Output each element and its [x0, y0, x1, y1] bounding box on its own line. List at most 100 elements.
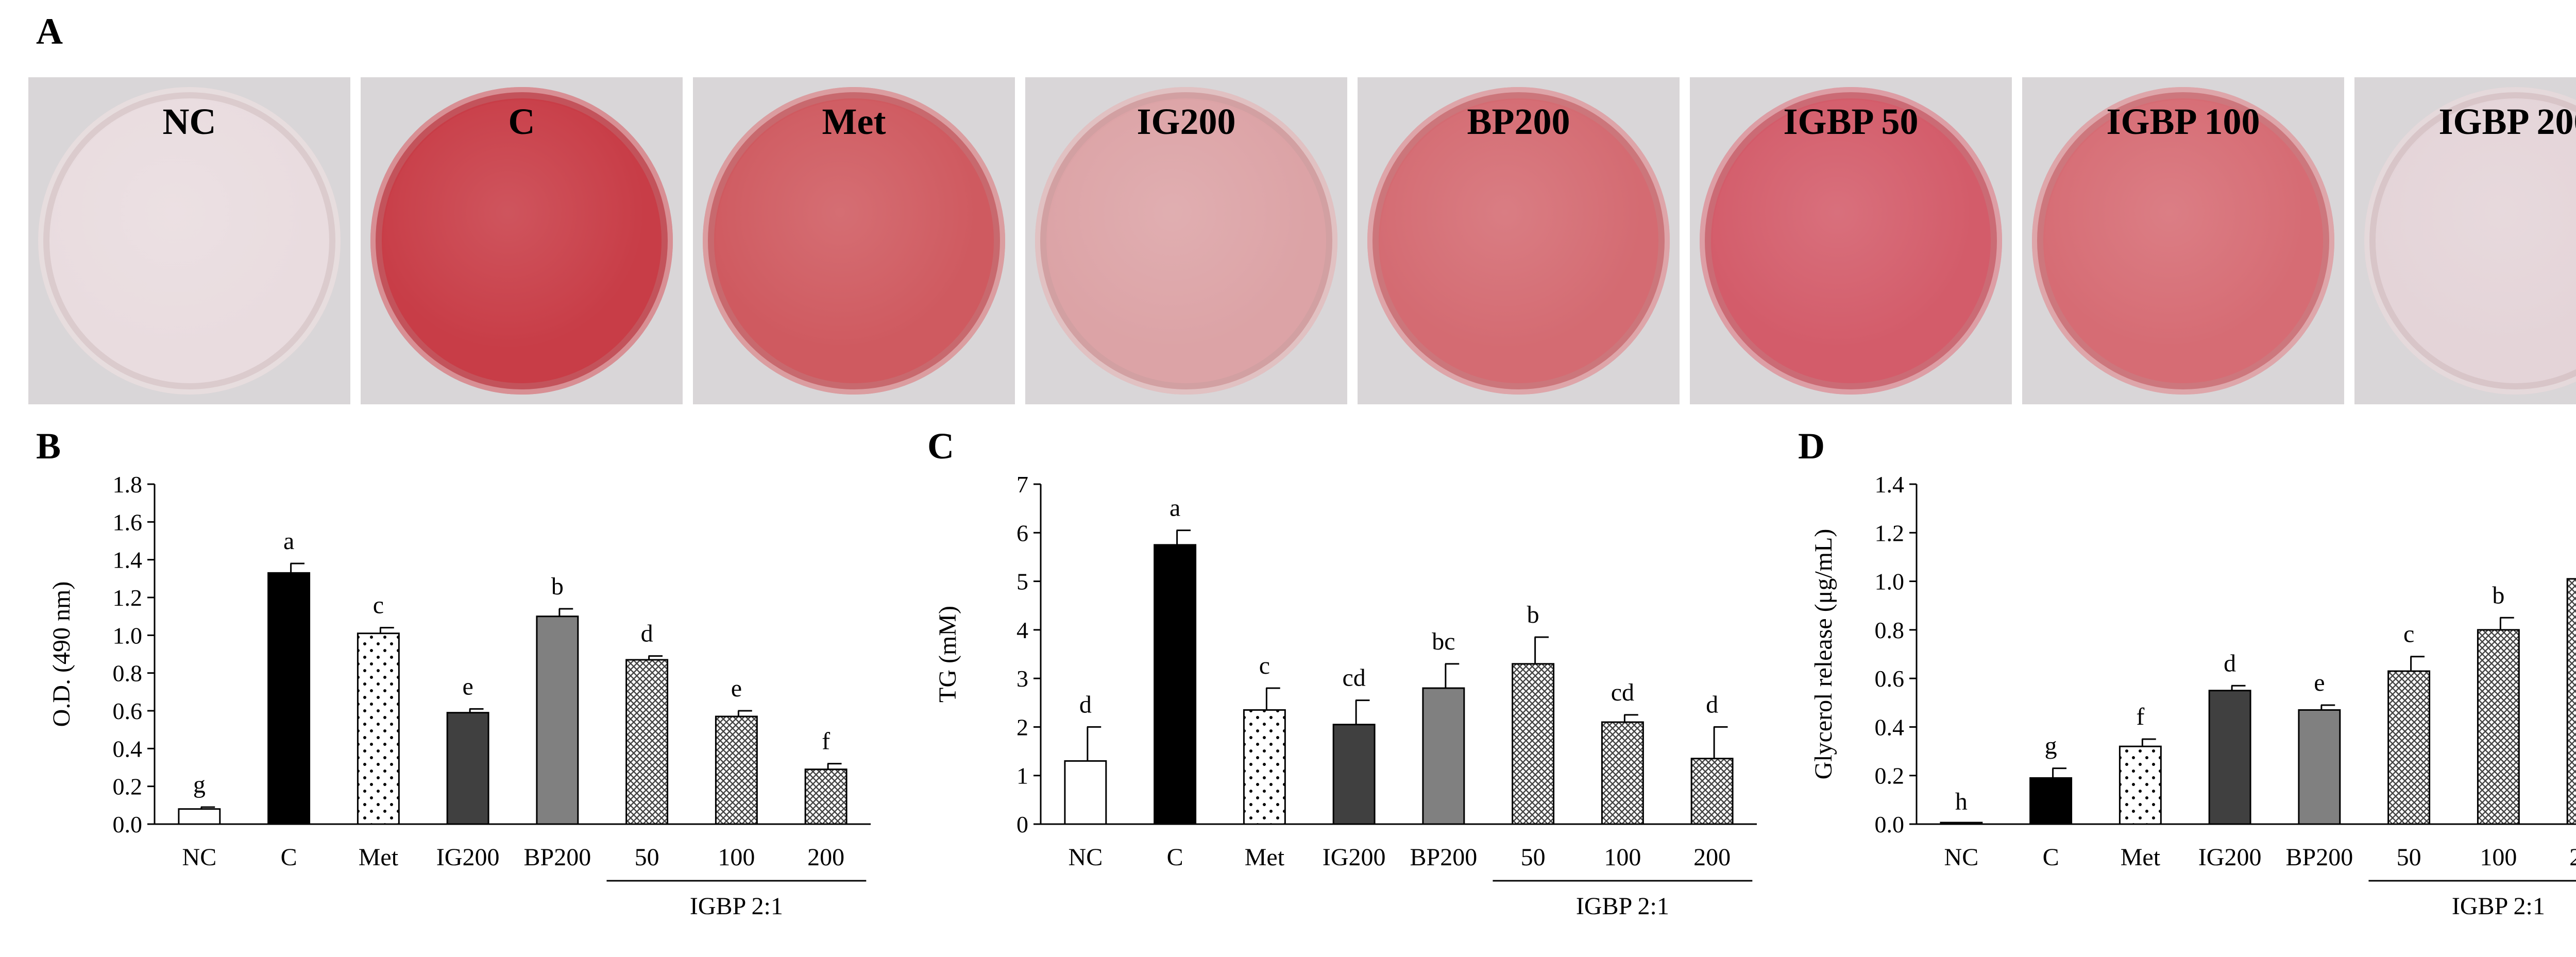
dish-label: NC: [162, 101, 216, 142]
significance-letter: d: [1079, 691, 1092, 718]
y-axis-label: Glycerol release (μg/mL): [1810, 529, 1837, 780]
bar: [2029, 777, 2073, 825]
panel-label-c: C: [927, 425, 954, 467]
dish-label: IGBP 100: [2106, 101, 2260, 142]
y-tick-label: 0.8: [1875, 617, 1905, 643]
bar: [715, 715, 758, 825]
y-tick-label: 1.4: [113, 547, 143, 573]
panel-label-a: A: [36, 11, 63, 52]
significance-letter: cd: [1342, 664, 1365, 692]
dish-label: IG200: [1137, 101, 1236, 142]
significance-letter: bc: [1432, 628, 1455, 655]
significance-letter: b: [551, 573, 564, 600]
dish-stain: [715, 100, 993, 382]
y-tick-label: 0.2: [113, 774, 143, 800]
chart-b-absorbance: 0.0 0.2 0.4 0.6 0.8 1.0 1.2 1.4 1.6 1.8 O.D. (490 …: [48, 471, 871, 920]
dish-label: BP200: [1467, 101, 1570, 142]
dish-stain: [1047, 100, 1325, 382]
category-label: NC: [1069, 844, 1103, 871]
dish-label: IGBP 50: [1783, 101, 1919, 142]
y-tick-label: 0.4: [1875, 714, 1905, 740]
bar: [446, 712, 489, 825]
y-tick-label: 1.4: [1875, 471, 1905, 498]
bar: [1690, 758, 1734, 825]
dish-photo-bp200: BP200: [1358, 77, 1680, 404]
category-label: BP200: [524, 844, 591, 871]
bar: [2477, 629, 2520, 825]
category-label: C: [2043, 844, 2059, 871]
y-tick-label: 5: [1016, 569, 1028, 595]
category-label: BP200: [2286, 844, 2353, 871]
group-label: IGBP 2:1: [690, 893, 783, 920]
y-tick-label: 1.0: [113, 622, 143, 648]
dish-label: Met: [822, 101, 886, 142]
culture-dish-photos: NC C Met IG200 BP200 IGBP 50 IGBP 100 IG…: [28, 77, 2576, 404]
bar: [1243, 709, 1286, 825]
significance-letter: f: [822, 728, 830, 755]
significance-letter: b: [2492, 582, 2504, 609]
category-label: IG200: [2198, 844, 2262, 871]
category-label: BP200: [1410, 844, 1478, 871]
y-tick-label: 0.2: [1875, 763, 1905, 789]
dish-label: C: [508, 101, 535, 142]
significance-letter: d: [641, 620, 653, 647]
dish-photo-igbp-200: IGBP 200: [2354, 77, 2576, 404]
significance-letter: d: [2224, 650, 2236, 677]
bar: [1940, 822, 1983, 825]
y-tick-label: 0.0: [113, 811, 143, 838]
category-label: 100: [1604, 844, 1641, 871]
y-tick-label: 1.6: [113, 509, 143, 535]
panel-label-d: D: [1798, 425, 1825, 467]
category-label: C: [281, 844, 297, 871]
y-tick-label: 4: [1016, 617, 1028, 643]
category-label: 100: [718, 844, 755, 871]
y-tick-label: 1: [1016, 763, 1028, 789]
dish-photo-igbp-100: IGBP 100: [2022, 77, 2344, 404]
dish-stain: [1712, 100, 1990, 382]
category-label: 200: [1693, 844, 1731, 871]
category-label: 200: [807, 844, 844, 871]
dish-photo-igbp-50: IGBP 50: [1690, 77, 2012, 404]
bar: [357, 633, 400, 825]
category-label: 50: [2397, 844, 2421, 871]
bar: [2208, 690, 2251, 825]
y-tick-label: 1.2: [1875, 520, 1905, 546]
dish-stain: [50, 100, 328, 382]
chart-c-triglyceride: 0 1 2 3 4 5 6 7 TG (mM) d NC a Cc Met cd IG200 bc BP200 b 5…: [934, 471, 1757, 920]
bar: [178, 808, 221, 825]
y-tick-label: 0.6: [1875, 665, 1905, 692]
significance-letter: g: [193, 771, 206, 798]
category-label: 50: [1521, 844, 1546, 871]
significance-letter: a: [1170, 494, 1180, 522]
bar: [267, 572, 311, 825]
category-label: NC: [1944, 844, 1979, 871]
category-label: 50: [635, 844, 659, 871]
category-label: 200: [2569, 844, 2576, 871]
y-tick-label: 6: [1016, 520, 1028, 546]
bar: [1332, 724, 1376, 825]
bar: [2387, 670, 2431, 825]
y-tick-label: 0.8: [113, 660, 143, 687]
bar: [1154, 544, 1197, 825]
significance-letter: b: [1527, 601, 1539, 628]
y-tick-label: 3: [1016, 665, 1028, 692]
y-tick-label: 0: [1016, 811, 1028, 838]
group-label: IGBP 2:1: [1576, 893, 1669, 920]
significance-letter: c: [373, 592, 384, 619]
y-tick-label: 1.8: [113, 471, 143, 498]
bar: [625, 659, 669, 825]
significance-letter: h: [1955, 788, 1968, 815]
y-tick-label: 0.4: [113, 736, 143, 762]
bar: [1064, 760, 1107, 825]
category-label: Met: [2121, 844, 2161, 871]
dish-photo-c: C: [361, 77, 683, 404]
significance-letter: e: [731, 675, 742, 702]
dish-stain: [1380, 100, 1657, 382]
significance-letter: f: [2136, 703, 2144, 730]
significance-letter: d: [1706, 691, 1718, 718]
significance-letter: g: [2045, 732, 2057, 760]
category-label: C: [1167, 844, 1183, 871]
y-tick-label: 0.6: [113, 698, 143, 724]
bar: [536, 616, 579, 825]
chart-d-glycerol-release: 0.0 0.2 0.4 0.6 0.8 1.0 1.2 1.4 Glycerol release…: [1810, 471, 2576, 920]
